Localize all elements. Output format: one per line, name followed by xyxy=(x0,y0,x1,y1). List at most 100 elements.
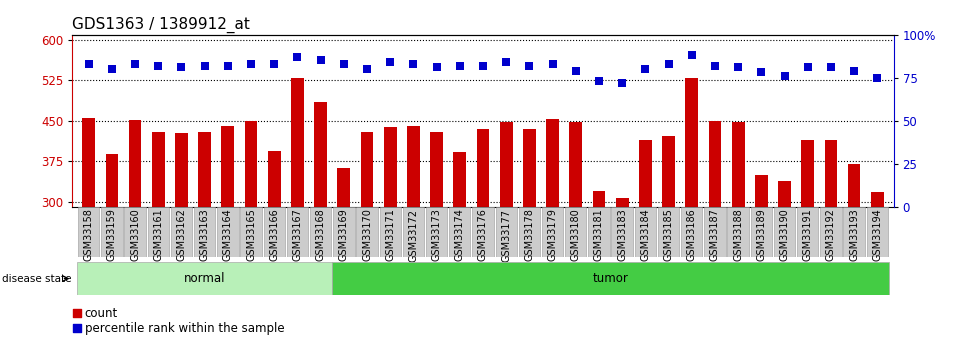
Text: disease state: disease state xyxy=(2,274,71,284)
Bar xyxy=(685,78,698,207)
Point xyxy=(823,65,838,70)
Point xyxy=(475,63,491,68)
Text: GSM33187: GSM33187 xyxy=(710,208,720,262)
Text: GSM33194: GSM33194 xyxy=(872,208,882,261)
Text: GSM33174: GSM33174 xyxy=(455,208,465,262)
Bar xyxy=(384,127,397,207)
Bar xyxy=(802,140,814,207)
Bar xyxy=(825,140,838,207)
Point xyxy=(614,80,630,86)
Point xyxy=(197,63,213,68)
Bar xyxy=(175,132,187,207)
Bar xyxy=(496,207,517,257)
Point xyxy=(315,230,330,236)
Text: tumor: tumor xyxy=(592,272,629,285)
Text: count: count xyxy=(85,307,118,320)
Text: GSM33165: GSM33165 xyxy=(246,208,256,262)
Bar xyxy=(152,131,164,207)
Point xyxy=(730,65,746,70)
Point xyxy=(174,65,189,70)
Bar xyxy=(709,121,722,207)
Bar xyxy=(407,126,420,207)
Point xyxy=(638,66,653,72)
Bar xyxy=(820,207,841,257)
Bar xyxy=(128,120,141,207)
Bar xyxy=(658,207,679,257)
Bar xyxy=(310,207,331,257)
Bar xyxy=(356,207,378,257)
Point xyxy=(243,61,259,67)
Point xyxy=(313,58,328,63)
Bar xyxy=(848,164,861,207)
Point xyxy=(846,68,862,73)
Bar xyxy=(217,207,239,257)
Point xyxy=(684,52,699,58)
Bar xyxy=(565,207,586,257)
Point xyxy=(406,61,421,67)
Bar xyxy=(291,78,304,207)
Bar xyxy=(449,207,470,257)
Bar xyxy=(519,207,540,257)
Text: GSM33176: GSM33176 xyxy=(478,208,488,262)
Bar xyxy=(499,122,513,207)
Bar xyxy=(779,181,791,207)
Point xyxy=(707,63,723,68)
Text: GSM33166: GSM33166 xyxy=(270,208,279,261)
Text: GDS1363 / 1389912_at: GDS1363 / 1389912_at xyxy=(72,17,250,33)
Bar xyxy=(268,151,281,207)
Bar xyxy=(148,207,169,257)
Text: GSM33191: GSM33191 xyxy=(803,208,812,261)
Point xyxy=(336,61,352,67)
Point xyxy=(81,61,97,67)
Text: normal: normal xyxy=(184,272,225,285)
Bar xyxy=(101,207,123,257)
Text: GSM33163: GSM33163 xyxy=(200,208,210,261)
Point xyxy=(777,73,792,79)
Point xyxy=(800,65,815,70)
Point xyxy=(545,61,560,67)
Point xyxy=(591,78,607,84)
Bar xyxy=(704,207,725,257)
Bar xyxy=(241,207,262,257)
Text: GSM33190: GSM33190 xyxy=(780,208,789,261)
Bar xyxy=(171,207,192,257)
Bar xyxy=(472,207,494,257)
Bar xyxy=(476,129,490,207)
Bar xyxy=(611,207,633,257)
Bar xyxy=(453,152,467,207)
Bar xyxy=(546,119,559,207)
Bar xyxy=(523,129,536,207)
Text: GSM33193: GSM33193 xyxy=(849,208,859,261)
Text: GSM33173: GSM33173 xyxy=(432,208,441,262)
Text: percentile rank within the sample: percentile rank within the sample xyxy=(85,322,284,335)
Bar xyxy=(337,168,351,207)
Bar xyxy=(264,207,285,257)
Bar xyxy=(403,207,424,257)
Point xyxy=(151,63,166,68)
Text: GSM33184: GSM33184 xyxy=(640,208,650,261)
Bar xyxy=(843,207,865,257)
Text: GSM33170: GSM33170 xyxy=(362,208,372,262)
Point xyxy=(429,65,444,70)
Text: GSM33178: GSM33178 xyxy=(525,208,534,262)
Text: GSM33169: GSM33169 xyxy=(339,208,349,261)
Bar xyxy=(662,136,675,207)
Bar xyxy=(332,262,889,295)
Text: GSM33168: GSM33168 xyxy=(316,208,326,261)
Bar xyxy=(221,126,234,207)
Bar xyxy=(333,207,355,257)
Bar xyxy=(426,207,447,257)
Text: GSM33177: GSM33177 xyxy=(501,208,511,262)
Bar xyxy=(244,121,257,207)
Point xyxy=(498,59,514,65)
Bar xyxy=(82,118,95,207)
Text: GSM33185: GSM33185 xyxy=(664,208,673,262)
Point xyxy=(383,59,398,65)
Point xyxy=(568,68,583,73)
Bar xyxy=(727,207,749,257)
Bar xyxy=(639,140,652,207)
Point xyxy=(753,70,769,75)
Bar xyxy=(732,122,745,207)
Bar xyxy=(774,207,795,257)
Text: GSM33181: GSM33181 xyxy=(594,208,604,261)
